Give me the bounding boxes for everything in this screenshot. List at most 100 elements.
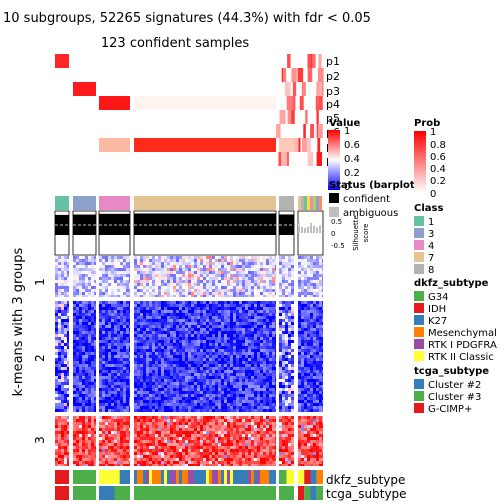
heatmap-cell [155, 409, 158, 412]
heatmap-cell [85, 370, 88, 373]
heatmap-cell [266, 385, 269, 388]
heatmap-cell [105, 388, 108, 391]
heatmap-cell [173, 325, 176, 328]
heatmap-cell [191, 319, 194, 322]
heatmap-cell [82, 286, 85, 289]
heatmap-cell [197, 379, 200, 382]
heatmap-cell [209, 301, 212, 304]
heatmap-cell [242, 391, 245, 394]
heatmap-cell [111, 409, 114, 412]
heatmap-cell [282, 361, 285, 364]
heatmap-cell [126, 349, 129, 352]
silhouette-bar [316, 227, 318, 233]
heatmap-cell [67, 316, 69, 319]
heatmap-cell [266, 319, 269, 322]
heatmap-cell [242, 370, 245, 373]
heatmap-cell [319, 373, 322, 376]
heatmap-cell [105, 373, 108, 376]
heatmap-cell [64, 428, 67, 431]
heatmap-cell [282, 331, 285, 334]
heatmap-cell [322, 292, 323, 295]
heatmap-cell [76, 310, 79, 313]
heatmap-cell [55, 361, 58, 364]
heatmap-cell [143, 358, 146, 361]
heatmap-cell [285, 376, 288, 379]
heatmap-cell [200, 400, 203, 403]
heatmap-cell [269, 403, 272, 406]
heatmap-cell [307, 301, 310, 304]
heatmap-cell [123, 425, 126, 428]
class-cell [99, 196, 130, 210]
heatmap-cell [233, 388, 236, 391]
heatmap-cell [224, 295, 227, 297]
heatmap-cell [102, 271, 105, 274]
heatmap-cell [203, 361, 206, 364]
heatmap-cell [272, 334, 275, 337]
heatmap-cell [218, 259, 221, 262]
heatmap-cell [272, 331, 275, 334]
heatmap-cell [319, 406, 322, 409]
heatmap-cell [137, 286, 140, 289]
heatmap-cell [94, 406, 96, 409]
heatmap-cell [155, 358, 158, 361]
heatmap-cell [182, 397, 185, 400]
heatmap-cell [242, 268, 245, 271]
heatmap-cell [94, 367, 96, 370]
heatmap-cell [161, 385, 164, 388]
heatmap-cell [206, 334, 209, 337]
heatmap-cell [137, 391, 140, 394]
heatmap-cell [91, 403, 94, 406]
heatmap-cell [67, 310, 69, 313]
heatmap-cell [279, 379, 282, 382]
heatmap-cell [143, 325, 146, 328]
heatmap-cell [269, 416, 272, 419]
heatmap-cell [285, 304, 288, 307]
heatmap-cell [82, 388, 85, 391]
heatmap-cell [279, 286, 282, 289]
heatmap-cell [206, 400, 209, 403]
heatmap-cell [73, 337, 76, 340]
heatmap-cell [79, 403, 82, 406]
heatmap-cell [179, 331, 182, 334]
heatmap-cell [164, 370, 167, 373]
heatmap-cell [140, 346, 143, 349]
heatmap-cell [230, 352, 233, 355]
heatmap-cell [146, 416, 149, 419]
heatmap-cell [117, 271, 120, 274]
heatmap-cell [245, 379, 248, 382]
heatmap-cell [73, 370, 76, 373]
heatmap-cell [173, 307, 176, 310]
heatmap-cell [114, 277, 117, 280]
heatmap-cell [221, 325, 224, 328]
heatmap-cell [251, 316, 254, 319]
heatmap-cell [282, 319, 285, 322]
heatmap-cell [76, 397, 79, 400]
heatmap-cell [260, 349, 263, 352]
heatmap-cell [55, 406, 58, 409]
heatmap-cell [236, 265, 239, 268]
heatmap-cell [85, 434, 88, 437]
heatmap-cell [197, 334, 200, 337]
heatmap-cell [182, 304, 185, 307]
heatmap-cell [161, 280, 164, 283]
heatmap-cell [248, 370, 251, 373]
heatmap-cell [76, 343, 79, 346]
heatmap-cell [301, 364, 304, 367]
heatmap-cell [85, 322, 88, 325]
heatmap-cell [61, 343, 64, 346]
heatmap-cell [239, 316, 242, 319]
heatmap-cell [143, 319, 146, 322]
heatmap-cell [257, 400, 260, 403]
heatmap-cell [291, 337, 294, 340]
heatmap-cell [67, 301, 69, 304]
heatmap-cell [126, 452, 129, 455]
heatmap-cell [73, 271, 76, 274]
heatmap-cell [129, 268, 130, 271]
heatmap-cell [161, 349, 164, 352]
heatmap-cell [173, 379, 176, 382]
heatmap-cell [200, 388, 203, 391]
heatmap-cell [179, 271, 182, 274]
heatmap-cell [173, 313, 176, 316]
heatmap-cell [298, 337, 301, 340]
heatmap-cell [282, 373, 285, 376]
